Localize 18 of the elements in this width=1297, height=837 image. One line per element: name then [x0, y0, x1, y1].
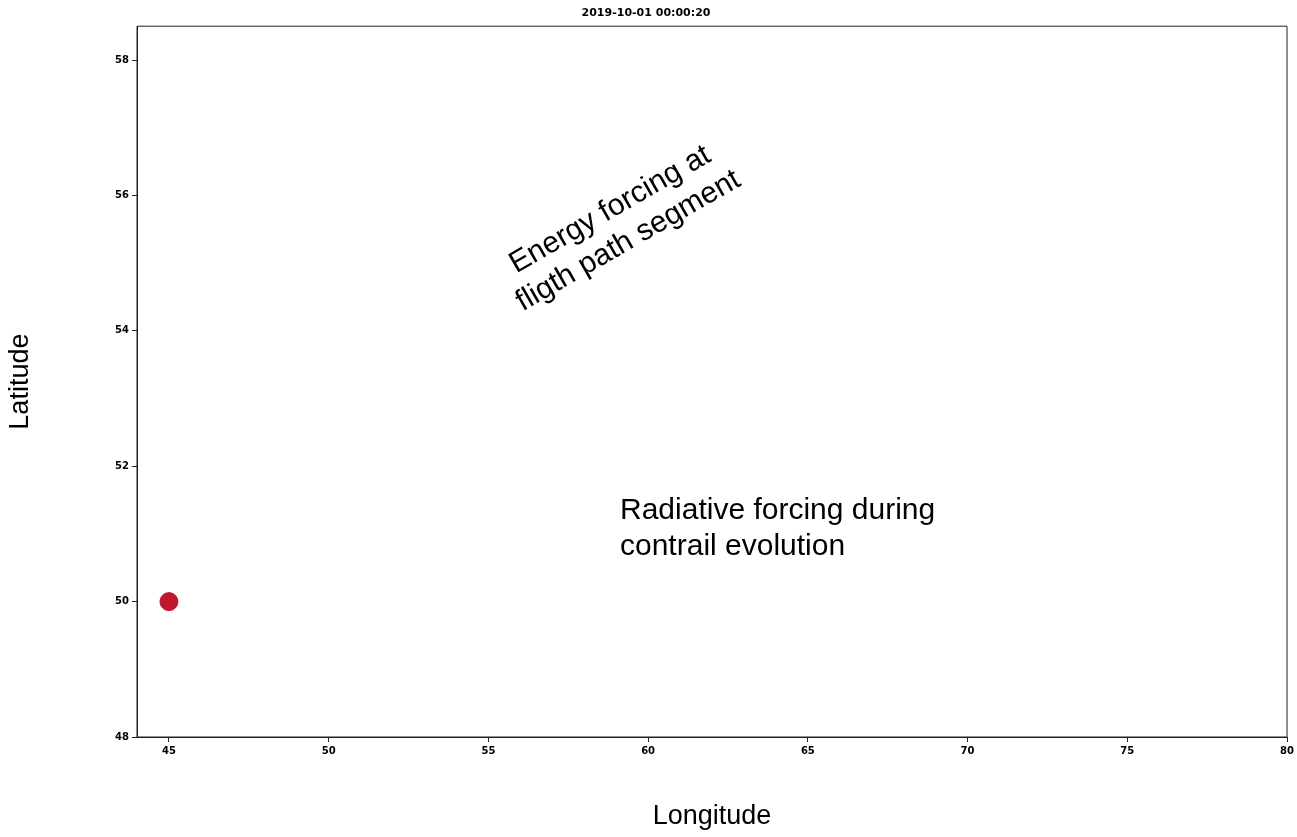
x-tick-label: 45	[161, 744, 176, 756]
annotation: Radiative forcing during contrail evolution	[620, 491, 936, 561]
y-axis-title: Latitude	[3, 333, 34, 430]
x-tick-label: 55	[481, 744, 496, 756]
x-tick-label: 65	[800, 744, 815, 756]
x-tick-label: 50	[321, 744, 336, 756]
x-tick-label: 70	[960, 744, 975, 756]
y-tick-label: 54	[115, 324, 130, 336]
y-tick-label: 52	[115, 459, 130, 471]
y-tick-label: 50	[115, 595, 130, 607]
x-tick-label: 60	[641, 744, 656, 756]
y-tick-label: 56	[115, 189, 130, 201]
y-tick-label: 58	[115, 53, 130, 65]
y-tick-label: 48	[115, 730, 130, 742]
x-axis-title: Longitude	[652, 800, 772, 831]
x-tick-label: 75	[1120, 744, 1135, 756]
chart-title: 2019-10-01 00:00:20	[581, 6, 711, 20]
x-tick-label: 80	[1280, 744, 1294, 756]
